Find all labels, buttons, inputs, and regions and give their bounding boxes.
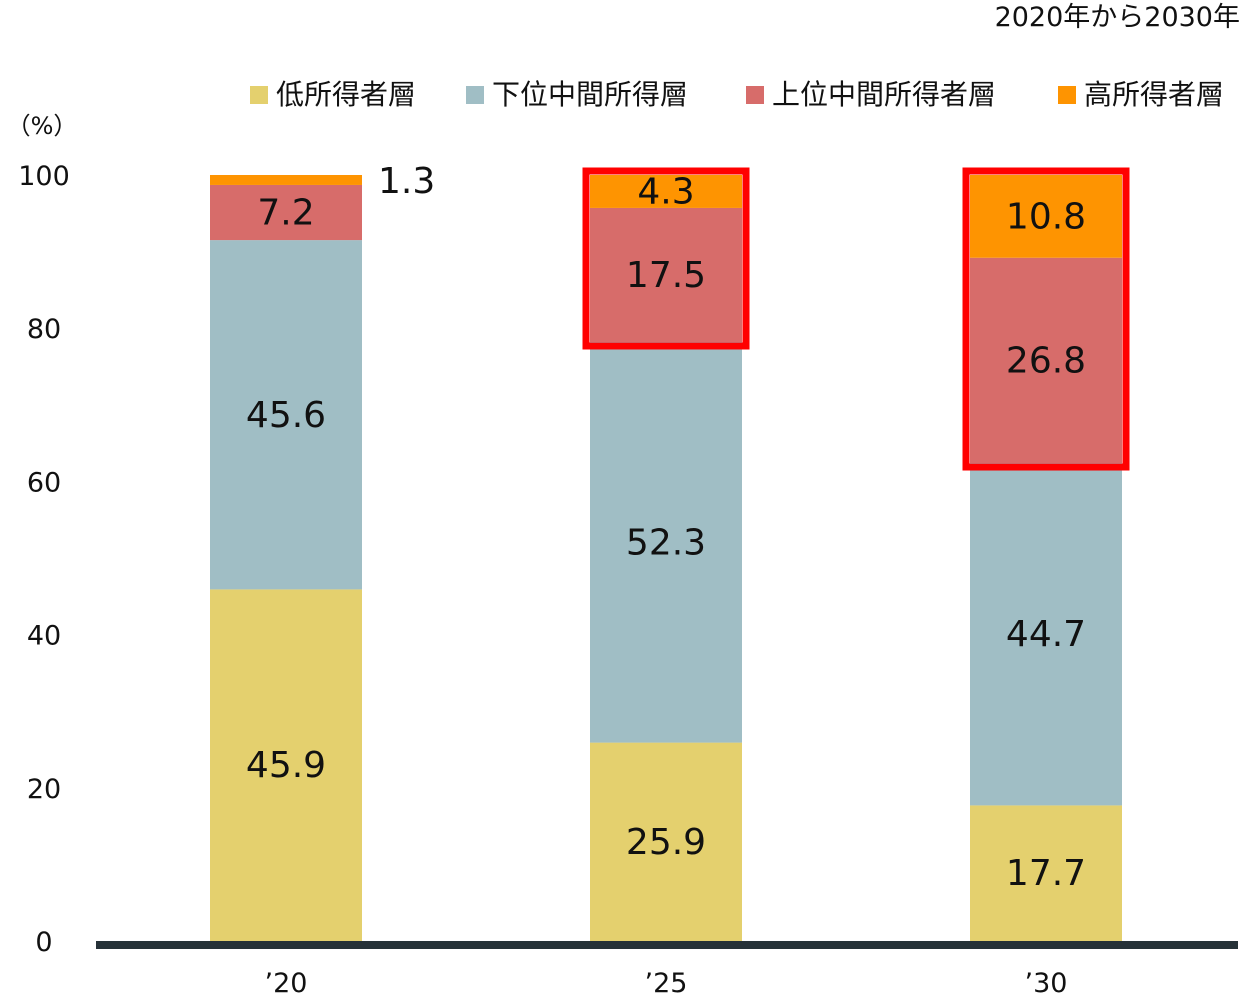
bar-segment xyxy=(970,175,1122,258)
bar-segment xyxy=(590,207,742,342)
y-tick-label: 20 xyxy=(27,774,61,805)
highlight-box xyxy=(582,167,750,350)
bar-segment xyxy=(970,463,1122,806)
y-tick-label: 0 xyxy=(35,927,52,958)
data-label: 17.7 xyxy=(1006,853,1086,894)
bar-segment xyxy=(590,742,742,941)
data-label: 25.9 xyxy=(626,822,706,863)
y-tick-label: 100 xyxy=(18,161,70,192)
y-tick-label: 40 xyxy=(27,621,61,652)
y-axis-label: （%） xyxy=(7,112,78,140)
x-axis-line xyxy=(96,941,1238,949)
data-label: 10.8 xyxy=(1006,196,1086,237)
bar-segment xyxy=(590,175,742,208)
highlight-boxes xyxy=(582,167,1130,471)
legend-label: 上位中間所得者層 xyxy=(772,78,996,111)
legend-swatch xyxy=(466,86,484,104)
bar-segment xyxy=(970,257,1122,464)
data-label: 52.3 xyxy=(626,522,706,563)
x-tick-label: ’30 xyxy=(1025,968,1068,999)
bar-segment xyxy=(210,240,362,590)
data-label: 4.3 xyxy=(637,171,694,212)
bar-segment xyxy=(210,589,362,941)
legend-label: 下位中間所得層 xyxy=(492,78,688,111)
bars xyxy=(210,175,1122,941)
legend-swatch xyxy=(1058,86,1076,104)
y-tick-label: 80 xyxy=(27,314,61,345)
legend-label: 低所得者層 xyxy=(276,78,416,111)
data-label: 7.2 xyxy=(257,193,314,234)
bar-segment xyxy=(590,341,742,743)
data-label: 1.3 xyxy=(378,161,435,202)
legend: 低所得者層 下位中間所得層 上位中間所得者層 高所得者層 xyxy=(250,78,1224,111)
x-tick-label: ’20 xyxy=(265,968,308,999)
data-label: 17.5 xyxy=(626,255,706,296)
x-tick-label: ’25 xyxy=(645,968,688,999)
y-axis-ticks: 0 20 40 60 80 100 xyxy=(18,161,70,958)
legend-label: 高所得者層 xyxy=(1084,78,1224,111)
legend-swatch xyxy=(746,86,764,104)
highlight-box xyxy=(962,167,1130,471)
legend-swatch xyxy=(250,86,268,104)
chart-subtitle: 2020年から2030年 xyxy=(995,2,1240,33)
data-label: 44.7 xyxy=(1006,614,1086,655)
data-label: 26.8 xyxy=(1006,340,1086,381)
x-axis-ticks: ’20 ’25 ’30 xyxy=(265,968,1068,999)
bar-segment xyxy=(970,805,1122,941)
bar-segment xyxy=(210,175,362,185)
data-label: 45.6 xyxy=(246,395,326,436)
data-label: 45.9 xyxy=(246,745,326,786)
y-tick-label: 60 xyxy=(27,467,61,498)
data-labels: 45.9 45.6 7.2 1.3 25.9 52.3 17.5 4.3 17.7 44.7 26.… xyxy=(246,161,1086,894)
bar-segment xyxy=(210,184,362,241)
